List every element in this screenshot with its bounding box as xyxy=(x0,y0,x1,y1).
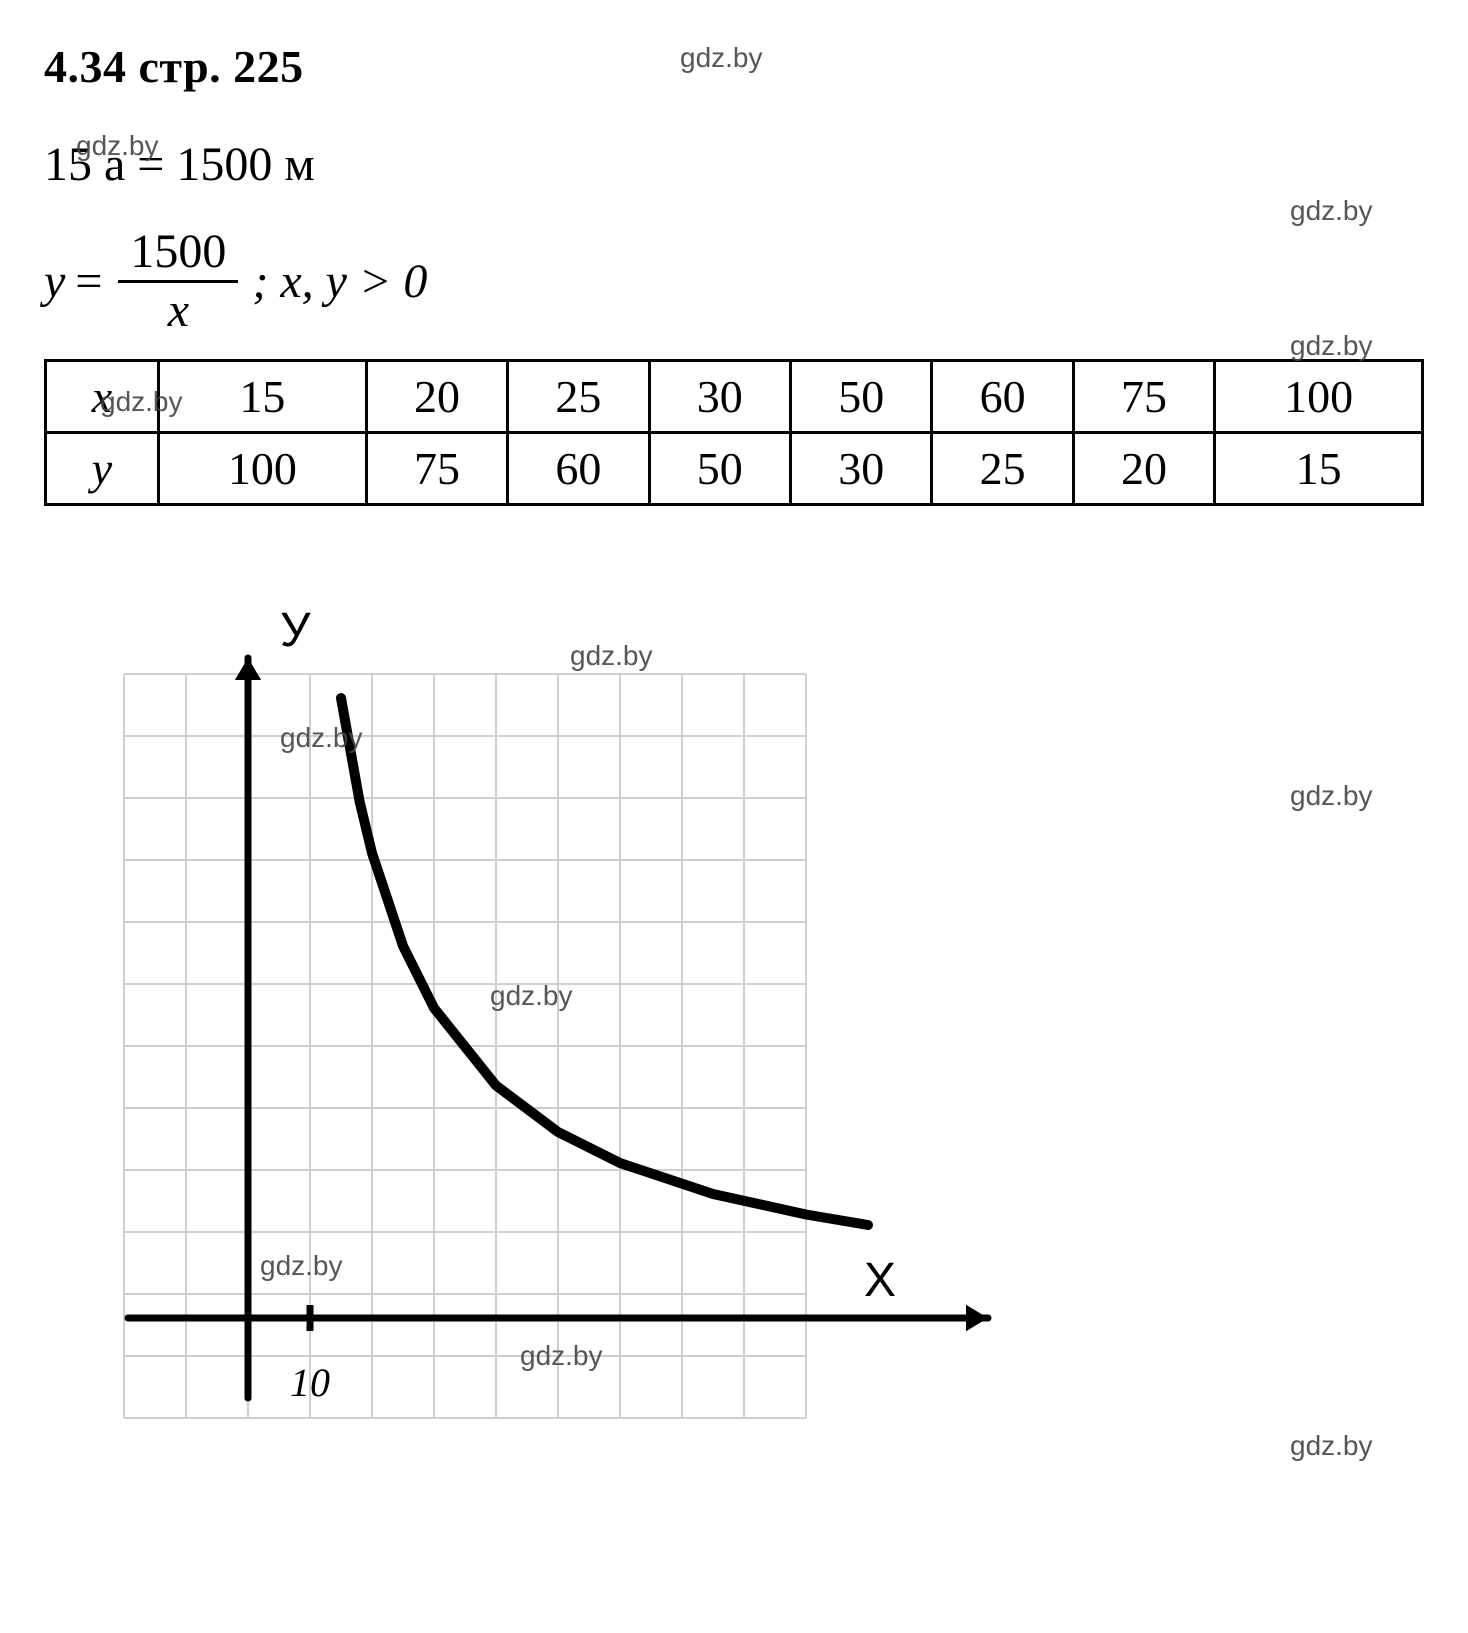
cell: 15 xyxy=(159,361,367,433)
svg-text:X: X xyxy=(864,1254,896,1307)
cell: 60 xyxy=(932,361,1073,433)
fraction-numerator: 1500 xyxy=(118,228,238,283)
table-row-y: y 100 75 60 50 30 25 20 15 xyxy=(46,433,1423,505)
table-row-x: x 15 20 25 30 50 60 75 100 xyxy=(46,361,1423,433)
equals-sign: = xyxy=(75,254,102,309)
row-header-y: y xyxy=(46,433,159,505)
cell: 100 xyxy=(1215,361,1423,433)
cell: 60 xyxy=(508,433,649,505)
cell: 30 xyxy=(790,433,931,505)
cell: 20 xyxy=(366,361,507,433)
fraction-denominator: x xyxy=(168,283,189,335)
cell: 75 xyxy=(366,433,507,505)
svg-text:У: У xyxy=(280,606,311,657)
cell: 50 xyxy=(790,361,931,433)
row-header-x: x xyxy=(46,361,159,433)
chart-container: 10 X У xyxy=(94,606,994,1426)
cell: 15 xyxy=(1215,433,1423,505)
unit-conversion: 15 а = 1500 м xyxy=(44,137,1424,192)
cell: 25 xyxy=(508,361,649,433)
formula: y = 1500 x ; x, y > 0 xyxy=(44,228,1424,335)
svg-text:10: 10 xyxy=(290,1360,330,1405)
watermark: gdz.by xyxy=(1290,1430,1373,1462)
cell: 20 xyxy=(1073,433,1214,505)
cell: 25 xyxy=(932,433,1073,505)
page-root: 4.34 стр. 225 15 а = 1500 м y = 1500 x ;… xyxy=(0,0,1468,1633)
xy-table: x 15 20 25 30 50 60 75 100 y 100 75 60 5… xyxy=(44,359,1424,506)
watermark: gdz.by xyxy=(1290,195,1373,227)
watermark: gdz.by xyxy=(1290,780,1373,812)
cell: 100 xyxy=(159,433,367,505)
cell: 50 xyxy=(649,433,790,505)
cell: 30 xyxy=(649,361,790,433)
cell: 75 xyxy=(1073,361,1214,433)
formula-lhs: y xyxy=(44,254,65,309)
hyperbola-chart: 10 X У xyxy=(94,606,994,1426)
exercise-title: 4.34 стр. 225 xyxy=(44,40,1424,93)
fraction: 1500 x xyxy=(118,228,238,335)
formula-condition: ; x, y > 0 xyxy=(252,254,427,309)
